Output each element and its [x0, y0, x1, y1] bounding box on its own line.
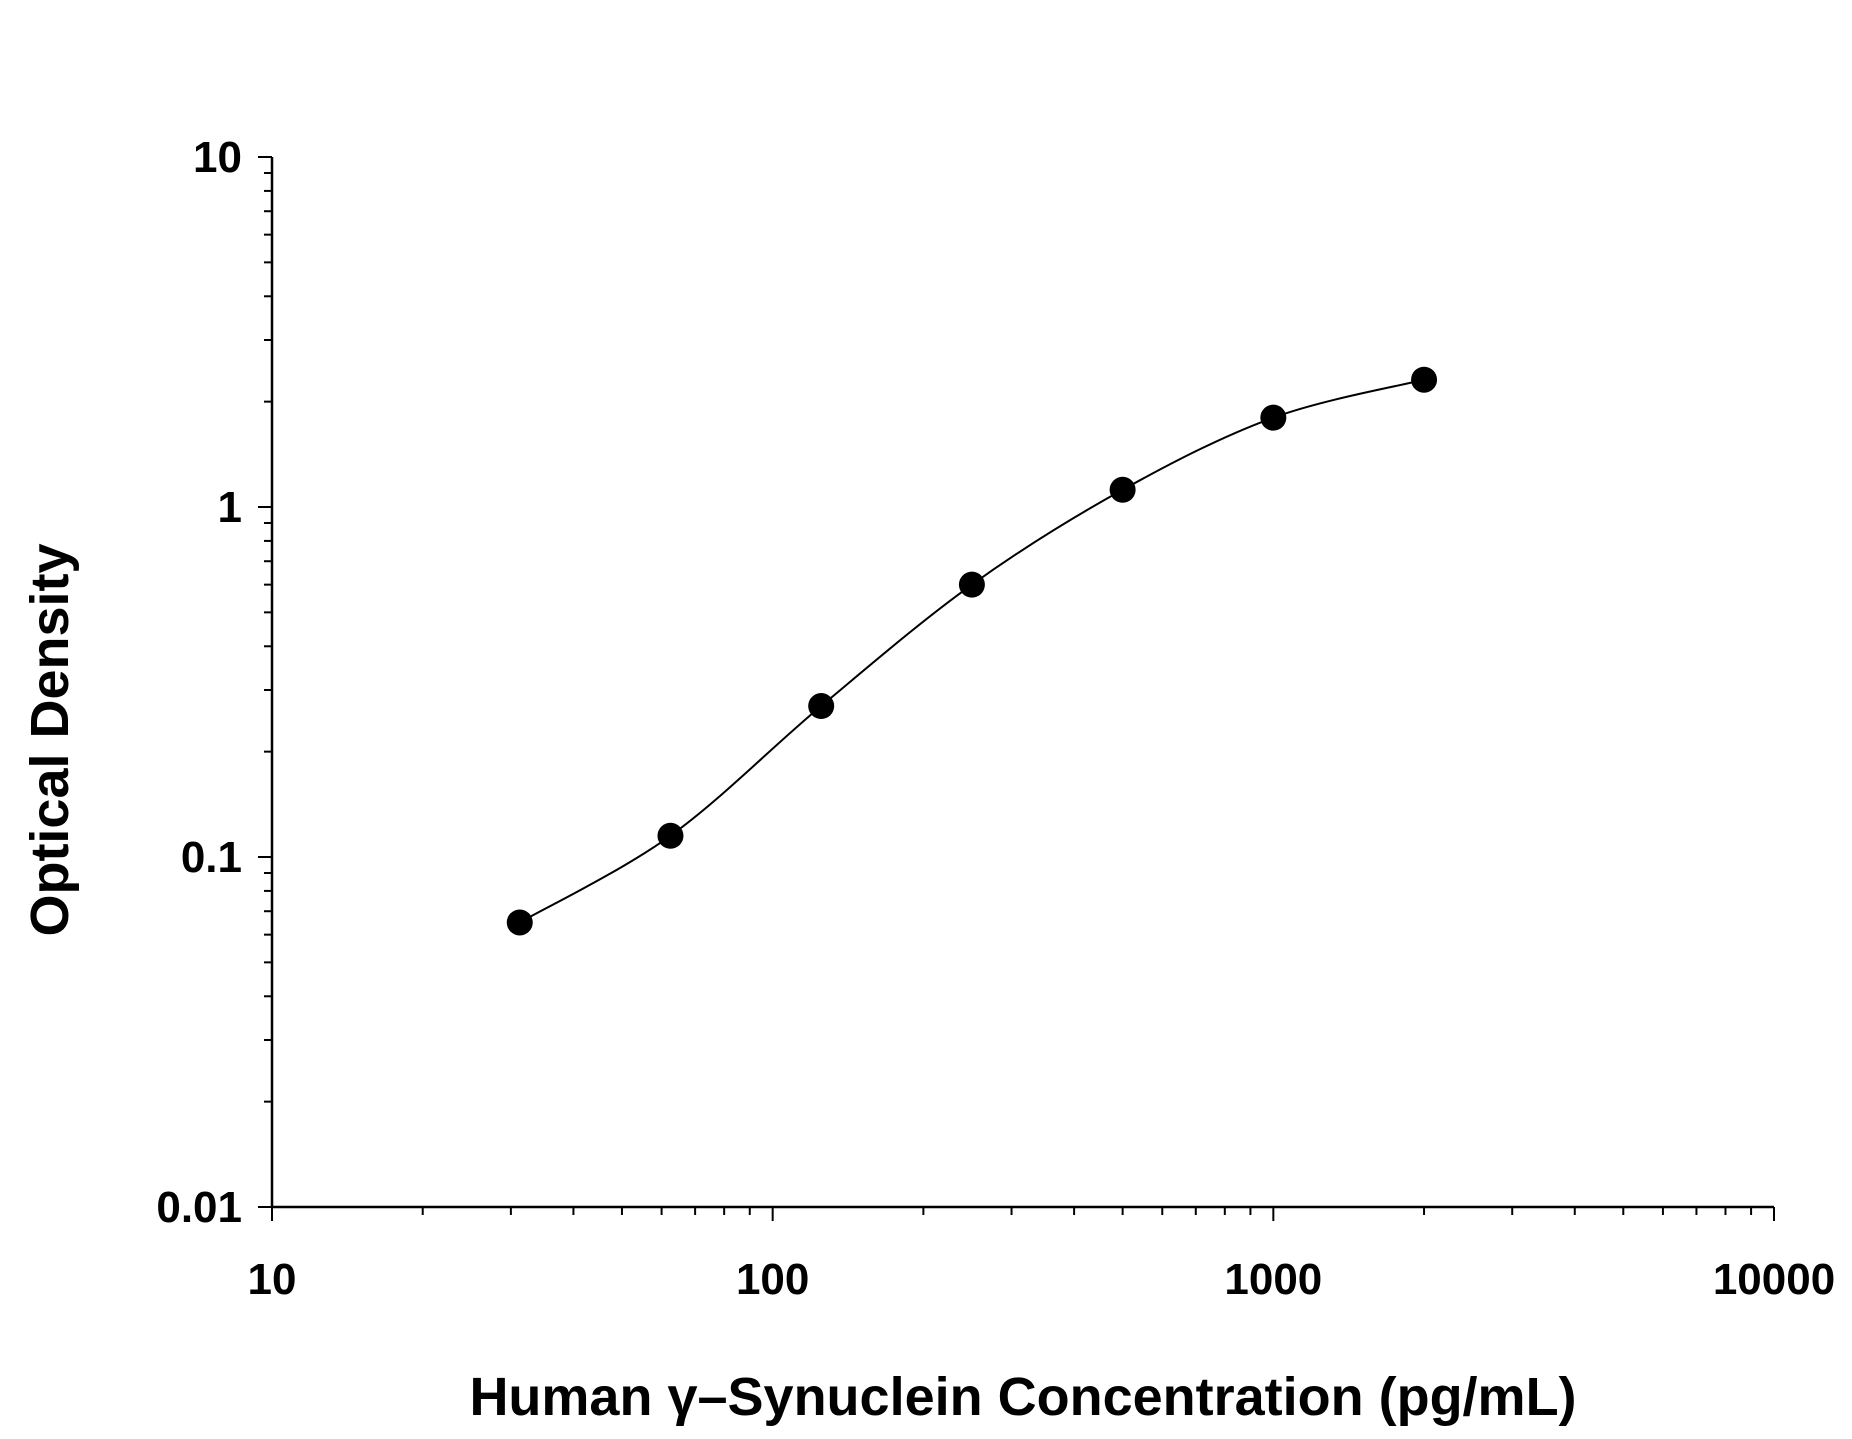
fit-curve — [519, 378, 1425, 924]
data-point — [958, 571, 985, 598]
x-tick-label: 100 — [736, 1255, 809, 1304]
data-point — [808, 693, 835, 720]
ticks: 10 100 1000 10000 0.01 0.1 1 10 — [156, 133, 1835, 1304]
y-tick-label: 1 — [218, 483, 242, 532]
data-point — [1109, 476, 1136, 503]
y-tick-label: 0.1 — [181, 833, 242, 882]
data-points — [506, 366, 1438, 936]
data-point — [1260, 404, 1287, 431]
y-tick-label: 0.01 — [156, 1183, 242, 1232]
x-tick-label: 1000 — [1224, 1255, 1322, 1304]
data-point — [506, 909, 533, 936]
data-point — [657, 822, 684, 849]
x-tick-label: 10000 — [1713, 1255, 1835, 1304]
axes — [270, 157, 1774, 1209]
y-axis-title: Optical Density — [20, 543, 80, 936]
x-axis-title: Human γ–Synuclein Concentration (pg/mL) — [469, 1367, 1576, 1427]
x-tick-label: 10 — [248, 1255, 297, 1304]
y-tick-label: 10 — [193, 133, 242, 182]
data-point — [1411, 366, 1438, 393]
